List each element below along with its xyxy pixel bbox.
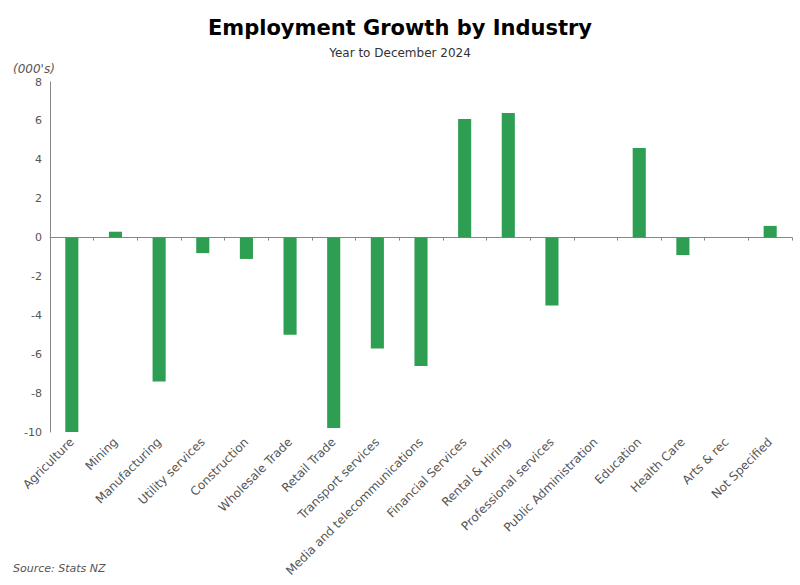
svg-text:Professional services: Professional services xyxy=(458,435,557,534)
svg-text:Rental & Hiring: Rental & Hiring xyxy=(439,435,514,510)
svg-text:-10: -10 xyxy=(24,426,42,439)
svg-text:Source: Stats NZ: Source: Stats NZ xyxy=(13,562,106,575)
svg-text:6: 6 xyxy=(35,114,42,127)
svg-text:-4: -4 xyxy=(31,309,42,322)
svg-text:Manufacturing: Manufacturing xyxy=(92,435,165,507)
svg-text:Transport services: Transport services xyxy=(294,435,382,523)
svg-text:Media and telecommunications: Media and telecommunications xyxy=(283,435,426,578)
svg-text:4: 4 xyxy=(35,153,42,166)
svg-text:2: 2 xyxy=(35,192,42,205)
svg-text:-6: -6 xyxy=(31,348,42,361)
svg-text:Public Administration: Public Administration xyxy=(501,435,601,535)
svg-text:-2: -2 xyxy=(31,270,42,283)
svg-text:Mining: Mining xyxy=(82,435,120,473)
svg-text:Financial Services: Financial Services xyxy=(384,435,469,520)
svg-text:Utility services: Utility services xyxy=(135,435,208,508)
svg-text:Health Care: Health Care xyxy=(628,435,688,495)
svg-text:Agriculture: Agriculture xyxy=(20,435,77,492)
svg-text:-8: -8 xyxy=(31,387,42,400)
svg-text:(000's): (000's) xyxy=(13,62,55,76)
svg-text:Not Specified: Not Specified xyxy=(709,435,775,501)
svg-text:Construction: Construction xyxy=(187,435,252,499)
svg-text:Retail Trade: Retail Trade xyxy=(278,435,339,495)
svg-text:Wholesale Trade: Wholesale Trade xyxy=(216,435,295,514)
svg-text:Year to December 2024: Year to December 2024 xyxy=(328,46,471,60)
svg-text:Education: Education xyxy=(592,435,645,488)
svg-text:8: 8 xyxy=(35,76,42,89)
svg-text:Arts & rec: Arts & rec xyxy=(679,435,732,488)
svg-text:0: 0 xyxy=(35,231,42,244)
svg-text:Employment Growth by Industry: Employment Growth by Industry xyxy=(208,16,592,40)
